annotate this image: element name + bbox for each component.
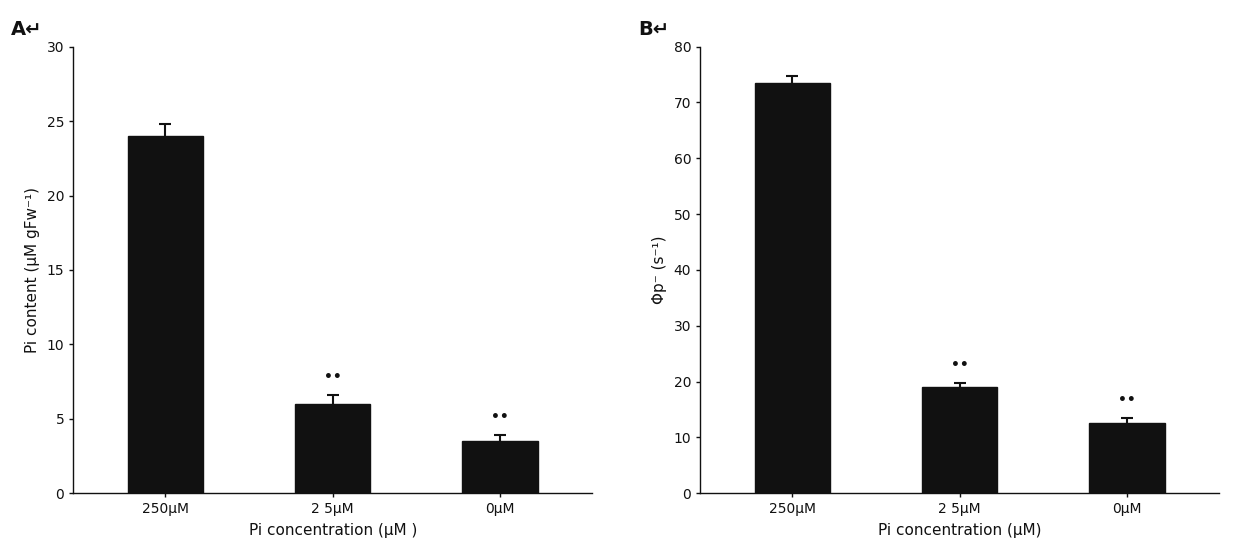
Y-axis label: Pi content (μM gFw⁻¹): Pi content (μM gFw⁻¹) — [25, 187, 40, 353]
Y-axis label: Φp⁻ (s⁻¹): Φp⁻ (s⁻¹) — [651, 236, 667, 304]
Text: ••: •• — [324, 370, 341, 384]
Text: A↵: A↵ — [11, 20, 42, 39]
Bar — [923, 387, 997, 493]
Bar — [1090, 423, 1164, 493]
Bar — [755, 83, 830, 493]
Bar — [128, 136, 203, 493]
Text: ••: •• — [951, 358, 968, 372]
Text: B↵: B↵ — [637, 20, 670, 39]
X-axis label: Pi concentration (μM ): Pi concentration (μM ) — [248, 523, 417, 538]
Bar — [463, 441, 538, 493]
Bar — [295, 404, 371, 493]
X-axis label: Pi concentration (μM): Pi concentration (μM) — [878, 523, 1042, 538]
Text: ••: •• — [491, 410, 510, 424]
Text: ••: •• — [1118, 392, 1136, 407]
